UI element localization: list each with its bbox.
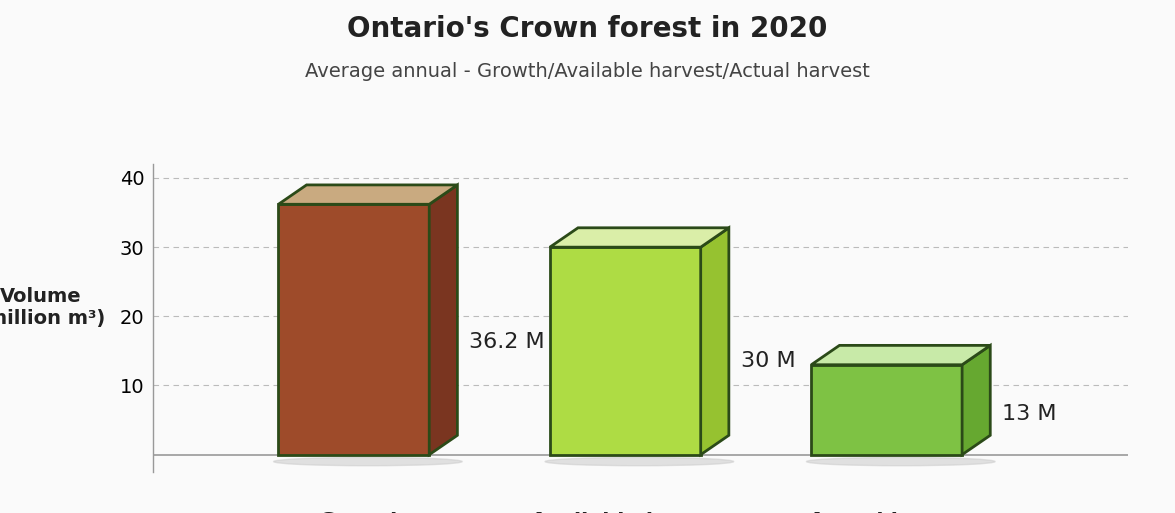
Polygon shape xyxy=(962,345,991,455)
Bar xyxy=(278,204,429,455)
Ellipse shape xyxy=(806,458,995,466)
Polygon shape xyxy=(278,185,457,204)
Text: Average annual - Growth/Available harvest/Actual harvest: Average annual - Growth/Available harves… xyxy=(306,62,870,81)
Polygon shape xyxy=(811,345,991,365)
Ellipse shape xyxy=(274,458,462,466)
Text: 13 M: 13 M xyxy=(1002,404,1056,424)
Polygon shape xyxy=(429,185,457,455)
Text: 30 M: 30 M xyxy=(741,351,795,371)
Ellipse shape xyxy=(545,458,733,466)
Text: Growth: Growth xyxy=(320,512,405,513)
Bar xyxy=(550,247,700,455)
Text: Ontario's Crown forest in 2020: Ontario's Crown forest in 2020 xyxy=(348,15,827,44)
Bar xyxy=(811,365,962,455)
Polygon shape xyxy=(550,228,728,247)
Text: 36.2 M: 36.2 M xyxy=(470,332,545,352)
Polygon shape xyxy=(700,228,728,455)
Text: Volume
(million m³): Volume (million m³) xyxy=(0,287,105,328)
Text: Actual harvest: Actual harvest xyxy=(810,512,981,513)
Text: Available harvest: Available harvest xyxy=(531,512,736,513)
